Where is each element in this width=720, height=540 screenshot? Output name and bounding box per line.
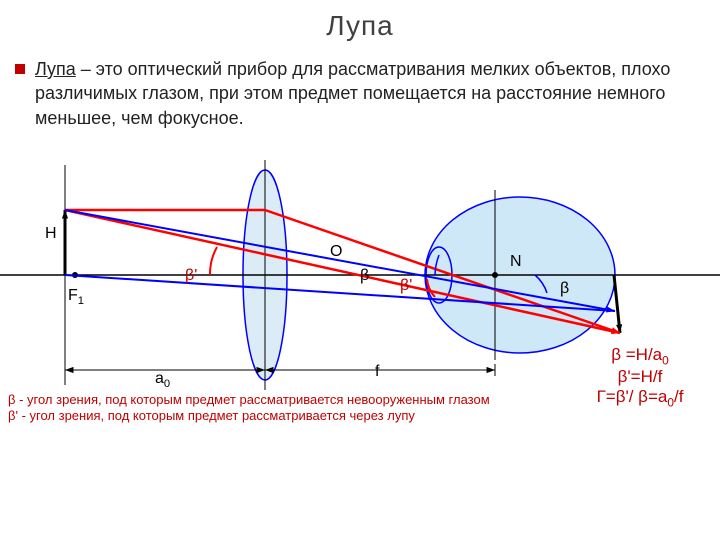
label-H: H	[45, 225, 57, 243]
bullet-icon	[15, 64, 25, 74]
description: Лупа – это оптический прибор для рассмат…	[0, 52, 720, 145]
formulas: β =H/a0 β'=H/f Г=β'/ β=a0/f	[575, 345, 705, 410]
desc-underline: Лупа	[35, 59, 76, 79]
label-f: f	[375, 363, 379, 381]
label-N: N	[510, 253, 522, 271]
label-beta-3: β	[560, 280, 569, 298]
label-O: O	[330, 243, 342, 261]
label-a0: a0	[155, 370, 170, 390]
page-title: Лупа	[0, 0, 720, 52]
label-beta-prime-1: β'	[185, 267, 197, 285]
label-beta-2: β	[360, 267, 369, 285]
footnote-1: β - угол зрения, под которым предмет рас…	[8, 392, 490, 407]
desc-rest: – это оптический прибор для рассматриван…	[35, 59, 670, 128]
optics-diagram: H F1 O N β' β β' β a0 f β =H/a0 β'=H/f Г…	[0, 145, 720, 425]
label-F1: F1	[68, 287, 84, 307]
footnote-2: β' - угол зрения, под которым предмет ра…	[8, 408, 415, 423]
label-beta-prime-2: β'	[400, 277, 412, 295]
